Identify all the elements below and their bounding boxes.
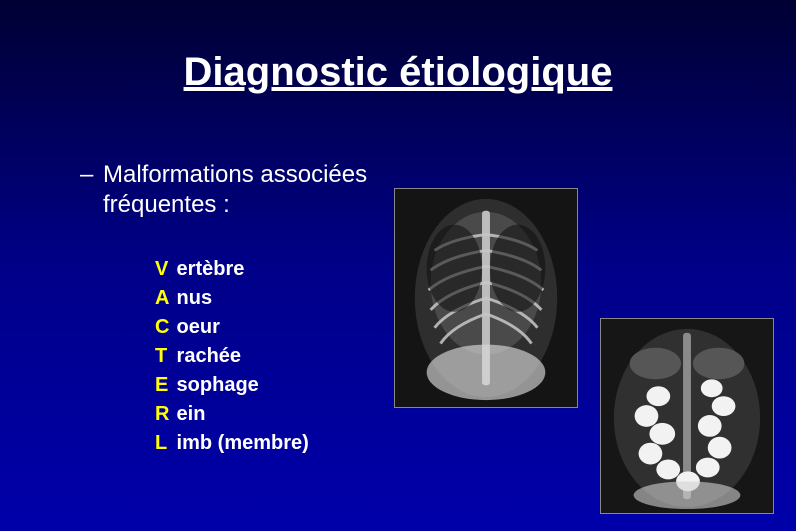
acrostic-letter: L [155,429,171,458]
acrostic-row: E sophage [155,371,309,400]
subtitle-line1: Malformations associées [103,161,367,188]
acrostic-letter: V [155,255,171,284]
acrostic-letter: E [155,371,171,400]
xray-abdomen-image [600,318,774,514]
acrostic-letter: C [155,313,171,342]
acrostic-row: A nus [155,284,309,313]
acrostic-row: R ein [155,400,309,429]
slide-title: Diagnostic étiologique [0,50,796,95]
vacterl-acrostic: V ertèbre A nus C oeur T rachée E sophag… [155,255,309,458]
acrostic-letter: A [155,284,171,313]
acrostic-row: L imb (membre) [155,429,309,458]
xray-thorax-image [394,188,578,408]
acrostic-row: V ertèbre [155,255,309,284]
bullet-dash: – [80,160,93,190]
acrostic-rest: ertèbre [171,258,244,280]
acrostic-rest: oeur [171,316,220,338]
acrostic-rest: sophage [171,374,259,396]
acrostic-rest: imb (membre) [171,432,309,454]
subtitle-line2: fréquentes : [103,191,230,218]
acrostic-rest: rachée [171,345,241,367]
acrostic-letter: T [155,342,171,371]
acrostic-rest: nus [171,287,212,309]
acrostic-row: C oeur [155,313,309,342]
acrostic-letter: R [155,400,171,429]
slide-subtitle: – Malformations associées fréquentes : [103,160,367,220]
acrostic-row: T rachée [155,342,309,371]
acrostic-rest: ein [171,403,205,425]
